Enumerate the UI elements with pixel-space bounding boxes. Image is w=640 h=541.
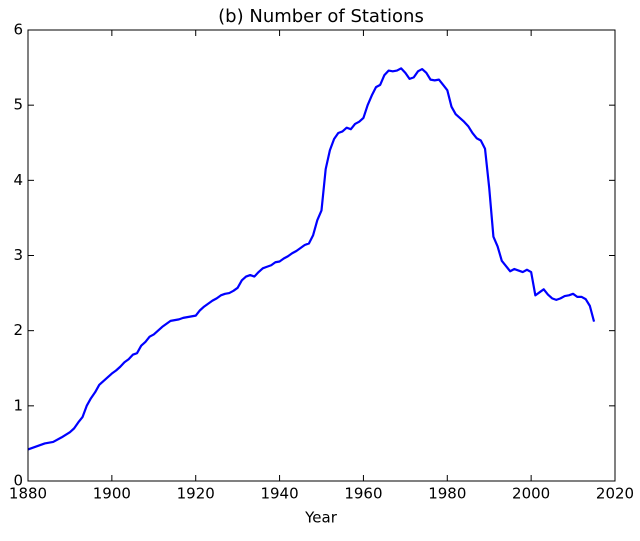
x-tick-label: 2020 bbox=[596, 485, 634, 503]
y-tick-label: 5 bbox=[13, 96, 23, 114]
y-tick-label: 4 bbox=[13, 171, 23, 189]
x-tick-label: 1920 bbox=[177, 485, 215, 503]
x-tick-label: 1880 bbox=[9, 485, 47, 503]
x-tick-label: 2000 bbox=[512, 485, 550, 503]
y-tick-label: 6 bbox=[13, 21, 23, 39]
x-tick-label: 1960 bbox=[344, 485, 382, 503]
data-line bbox=[27, 67, 596, 451]
x-tick-label: 1940 bbox=[260, 485, 298, 503]
x-tick-label: 1900 bbox=[93, 485, 131, 503]
plot-frame bbox=[27, 29, 616, 482]
chart-title: (b) Number of Stations bbox=[218, 6, 424, 27]
x-axis-label: Year bbox=[304, 509, 338, 527]
y-tick-label: 3 bbox=[13, 246, 23, 264]
y-tick-label: 2 bbox=[13, 321, 23, 339]
x-tick-label: 1980 bbox=[428, 485, 466, 503]
y-tick-label: 0 bbox=[13, 472, 23, 490]
y-tick-label: 1 bbox=[13, 396, 23, 414]
